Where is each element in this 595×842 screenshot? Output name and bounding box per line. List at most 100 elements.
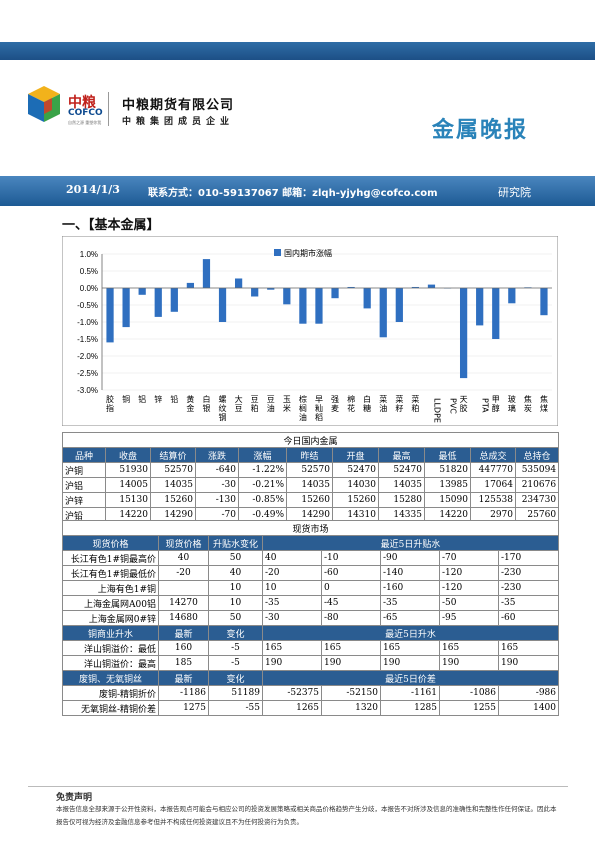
table-cell: 234730 (514, 492, 560, 508)
bar (363, 288, 371, 309)
table-row: 废铜-精铜折价 -1186 51189 -52375 -52150 -1161 -1086-… (62, 685, 560, 701)
section-header-row: 废铜、无氧铜丝 最新 变化 最近5日价差 (62, 670, 560, 686)
table-caption-row: 今日国内金属 (61, 432, 560, 448)
x-tick-label: 铅 (170, 394, 178, 404)
x-tick-label: 玉米 (283, 395, 291, 413)
table-cell: 沪锌 (62, 492, 106, 508)
table-cell: 1320 (321, 700, 381, 716)
table-cell: 14035 (150, 477, 196, 493)
x-tick-label: 棉花 (347, 394, 355, 413)
table-cell: 10 (208, 580, 263, 596)
table-cell: 535094 (514, 462, 560, 478)
table-cell: 15260 (286, 492, 333, 508)
table-row: 无氧铜丝-精铜价差 1275 -55 1265 1320 1285 1255 1400 (62, 700, 560, 716)
table-row: 上海金属网A00铝 14270 10 -35 -45 -35 -50 -35 (62, 595, 560, 611)
table-row: 沪铝 14005 14035 -30 -0.21% 14035 14030 14035 1398… (62, 477, 560, 493)
table-cell: 13985 (424, 477, 471, 493)
bar (283, 288, 291, 305)
table-cell: -120 (439, 580, 499, 596)
table-cell: 15260 (332, 492, 379, 508)
bar (122, 288, 130, 328)
table-cell: -5 (208, 655, 263, 671)
logo-divider (108, 92, 109, 126)
spot-market-table: 现货市场 现货价格 现货价格 升贴水变化 最近5日升贴水 长江有色1#铜最高价 40 50 40… (61, 520, 560, 716)
bar (202, 259, 211, 288)
table-cell: -30 (262, 610, 322, 626)
x-tick-label: 大豆 (235, 394, 243, 413)
table-cell: 1275 (158, 700, 209, 716)
section-header-row: 现货价格 现货价格 升贴水变化 最近5日升贴水 (62, 535, 560, 551)
table-cell: 165 (380, 640, 440, 656)
bar (476, 288, 484, 326)
x-tick-label: 铜 (122, 394, 130, 404)
table-header-row: 品种 收盘 结算价 涨跌 涨幅 昨结 开盘 最高 最低 总成交 总持仓 (62, 447, 560, 463)
x-tick-label: 豆粕 (251, 395, 259, 413)
table-cell: -52150 (321, 685, 381, 701)
x-tick-label: 锌 (154, 394, 162, 404)
table-cell: -1086 (439, 685, 499, 701)
info-bar (0, 176, 595, 206)
table-cell: 51820 (424, 462, 471, 478)
table-cell: 52570 (150, 462, 196, 478)
x-tick-label: 铝 (138, 394, 146, 404)
table-cell: 190 (380, 655, 440, 671)
bar (267, 288, 275, 290)
x-tick-label: PVC (449, 398, 458, 414)
bar (427, 284, 436, 288)
table-row: 沪锌 15130 15260 -130 -0.85% 15260 15260 15280 150… (62, 492, 560, 508)
footer-divider (28, 786, 568, 787)
x-tick-label: 白糖 (363, 394, 371, 413)
x-tick-label: 甲醇 (492, 395, 500, 413)
company-subtitle: 中粮集团成员企业 (122, 117, 235, 127)
bar (331, 288, 339, 299)
row-label: 洋山铜溢价：最低 (62, 640, 159, 656)
bar (234, 278, 243, 288)
table-cell: 15280 (378, 492, 425, 508)
row-label: 废铜-精铜折价 (62, 685, 159, 701)
column-header: 总成交 (470, 447, 516, 463)
table-row: 长江有色1#铜最高价 40 50 40 -10 -90 -70 -170 (62, 550, 560, 566)
table-cell: -30 (195, 477, 239, 493)
table-cell: -45 (321, 595, 381, 611)
x-tick-label: 菜籽 (395, 394, 403, 413)
legend-swatch (274, 249, 281, 256)
table-cell: -20 (158, 565, 209, 581)
table-row: 上海金属网0#锌 14680 50 -30 -80 -65 -95 -60 (62, 610, 560, 626)
table-cell: 14680 (158, 610, 209, 626)
logo-english-text: COFCO (68, 108, 103, 118)
top-banner (0, 42, 595, 60)
x-tick-label: 白银 (202, 394, 210, 413)
table-cell: 52570 (286, 462, 333, 478)
table-cell: -230 (497, 565, 560, 581)
table-cell: 165 (262, 640, 322, 656)
table-cell: 50 (208, 610, 263, 626)
table-cell: -1161 (380, 685, 440, 701)
table-cell: 160 (158, 640, 209, 656)
table-cell: -120 (439, 565, 499, 581)
row-label: 上海金属网0#锌 (62, 610, 159, 626)
x-tick-label: 豆油 (267, 395, 275, 413)
table-cell: -1186 (158, 685, 209, 701)
bar (138, 288, 146, 295)
table-cell: -90 (380, 550, 440, 566)
x-tick-label: 焦煤 (540, 394, 548, 413)
column-header: 涨幅 (238, 447, 287, 463)
x-tick-label: 棕榈油 (299, 394, 307, 422)
column-header: 铜商业升水 (62, 625, 159, 641)
report-title: 金属晚报 (432, 117, 529, 143)
bar (395, 288, 403, 322)
column-header: 现货价格 (158, 535, 209, 551)
futures-change-bar-chart: 1.0% 0.5% 0.0% -0.5% -1.0% -1.5% -2.0% -2.5% -3.… (62, 236, 558, 426)
table-cell: 14005 (105, 477, 151, 493)
table-cell: 190 (439, 655, 499, 671)
table-cell: -160 (380, 580, 440, 596)
bar (508, 288, 516, 304)
logo-slogan: 自然之源 重塑你我 (68, 120, 102, 125)
column-header: 最新 (158, 625, 209, 641)
table-cell: 52470 (332, 462, 379, 478)
y-tick-label: -1.5% (77, 335, 98, 344)
table-caption-row: 现货市场 (61, 520, 560, 536)
section-header-row: 铜商业升水 最新 变化 最近5日升水 (62, 625, 560, 641)
department: 研究院 (498, 186, 531, 199)
column-header: 最高 (378, 447, 425, 463)
